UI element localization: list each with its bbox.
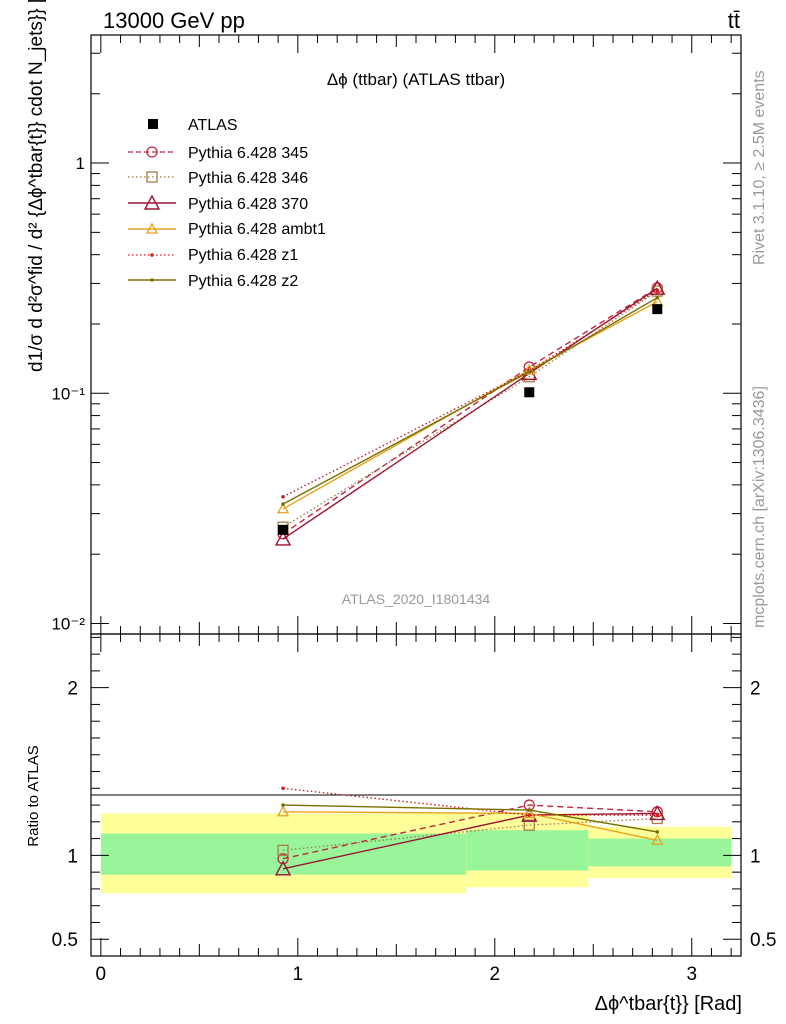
ratio-uncertainty-bands bbox=[100, 813, 732, 894]
legend-marker-atlas bbox=[148, 119, 158, 129]
atlas-data-point-2 bbox=[652, 304, 663, 315]
ratio-y-tick-label-right-0: 0.5 bbox=[750, 930, 776, 951]
legend-entry-z1: Pythia 6.428 z1 bbox=[128, 247, 298, 264]
ratio-series-3-point-0 bbox=[276, 805, 290, 817]
legend-entry-atlas: ATLAS bbox=[148, 117, 238, 134]
main-plot-area bbox=[274, 279, 666, 546]
x-axis-label: Δϕ^tbar{t}} [Rad] bbox=[595, 993, 742, 1015]
ratio-series-4-point-0 bbox=[281, 786, 285, 791]
ratio-y-axis-label: Ratio to ATLAS bbox=[25, 745, 42, 846]
ratio-series-line-1 bbox=[282, 817, 658, 851]
header-energy-label: 13000 GeV pp bbox=[103, 8, 245, 33]
main-axes: 10⁻² 10⁻¹ 1 bbox=[51, 35, 741, 635]
ratio-series-3-point-2 bbox=[651, 833, 664, 845]
main-y-tick-label-2: 1 bbox=[76, 154, 85, 173]
legend-entry-z2: Pythia 6.428 z2 bbox=[128, 273, 298, 290]
legend-entry-346: Pythia 6.428 346 bbox=[128, 170, 308, 187]
rivet-version-label: Rivet 3.1.10, ≥ 2.5M events bbox=[751, 70, 768, 265]
ratio-series-4-point-2 bbox=[655, 813, 660, 817]
main-y-tick-label-0: 10⁻² bbox=[51, 614, 85, 633]
main-plot-title: Δϕ (ttbar) (ATLAS ttbar) bbox=[327, 70, 505, 89]
ratio-series-1-point-1 bbox=[523, 819, 535, 831]
legend-label-atlas: ATLAS bbox=[188, 117, 238, 134]
legend-marker-370 bbox=[143, 194, 161, 210]
main-y-axis-label: d1/σ d d²σ^fid / d² {Δϕ^tbar{t}} cdot N_… bbox=[26, 0, 47, 372]
header-process-label: tt̄ bbox=[728, 8, 740, 33]
analysis-watermark: ATLAS_2020_I1801434 bbox=[342, 591, 491, 607]
legend-entry-370: Pythia 6.428 370 bbox=[128, 194, 308, 213]
legend-entry-ambt1: Pythia 6.428 ambt1 bbox=[128, 221, 326, 238]
ratio-band-inner-2 bbox=[588, 838, 732, 867]
ratio-axes: 0.5 0.5 1 1 2 2 0 1 2 3 bbox=[52, 634, 776, 985]
x-tick-label-0: 0 bbox=[96, 964, 107, 985]
main-series-2-point-2 bbox=[649, 279, 666, 295]
ratio-y-tick-label-2: 2 bbox=[67, 679, 78, 700]
ratio-series-0-point-0 bbox=[277, 853, 289, 865]
legend-label-z1: Pythia 6.428 z1 bbox=[188, 247, 298, 264]
main-panel: 10⁻² 10⁻¹ 1 Δϕ (ttbar) (ATLAS ttbar) ATLAS… bbox=[26, 0, 742, 635]
atlas-data-point-1 bbox=[524, 387, 535, 398]
ratio-y-tick-label-right-1: 1 bbox=[750, 846, 761, 867]
main-series-line-4 bbox=[282, 289, 658, 498]
main-series-4-point-2 bbox=[655, 288, 660, 293]
ratio-y-tick-label-0: 0.5 bbox=[52, 930, 78, 951]
ratio-series-5-point-2 bbox=[655, 830, 660, 834]
x-tick-label-2: 2 bbox=[489, 964, 500, 985]
main-series-5-point-0 bbox=[281, 502, 285, 506]
ratio-y-tick-label-1: 1 bbox=[67, 846, 78, 867]
main-series-5-point-1 bbox=[527, 369, 532, 374]
legend-marker-z1 bbox=[150, 253, 154, 257]
ratio-series-line-0 bbox=[282, 804, 658, 860]
ratio-series-2-point-2 bbox=[649, 804, 666, 821]
ratio-series-line-4 bbox=[282, 787, 658, 816]
ratio-series-5-point-0 bbox=[281, 803, 285, 807]
main-series-line-5 bbox=[282, 297, 658, 505]
ratio-series-4-point-1 bbox=[527, 813, 532, 817]
main-series-2-point-0 bbox=[274, 530, 292, 546]
ratio-series-3-point-1 bbox=[523, 807, 536, 819]
legend-entry-345: Pythia 6.428 345 bbox=[128, 145, 308, 162]
legend-label-346: Pythia 6.428 346 bbox=[188, 170, 308, 187]
ratio-y-tick-label-right-2: 2 bbox=[750, 679, 761, 700]
atlas-data-point-0 bbox=[278, 524, 289, 535]
ratio-panel: 0.5 0.5 1 1 2 2 0 1 2 3 Ratio to ATLAS Δϕ^tbar{t}… bbox=[25, 633, 776, 1015]
legend-marker-346 bbox=[146, 171, 158, 183]
ratio-band-inner-1 bbox=[466, 830, 589, 871]
legend-label-z2: Pythia 6.428 z2 bbox=[188, 273, 298, 290]
main-y-tick-label-1: 10⁻¹ bbox=[51, 384, 85, 403]
legend-label-ambt1: Pythia 6.428 ambt1 bbox=[188, 221, 326, 238]
main-series-line-1 bbox=[282, 290, 658, 528]
legend-marker-345 bbox=[146, 146, 158, 158]
main-series-4-point-0 bbox=[281, 495, 285, 499]
x-tick-label-1: 1 bbox=[293, 964, 304, 985]
legend-label-345: Pythia 6.428 345 bbox=[188, 145, 308, 162]
main-series-5-point-2 bbox=[655, 295, 660, 300]
legend: ATLAS Pythia 6.428 345 Pythia 6.428 346 … bbox=[128, 117, 326, 290]
mcplots-site-label: mcplots.cern.ch [arXiv:1306.3436] bbox=[751, 386, 768, 628]
legend-marker-z2 bbox=[150, 278, 154, 282]
legend-marker-ambt1 bbox=[145, 222, 159, 234]
main-series-line-3 bbox=[282, 301, 658, 510]
legend-label-370: Pythia 6.428 370 bbox=[188, 196, 308, 213]
ratio-plot-area bbox=[274, 786, 666, 876]
ratio-series-5-point-1 bbox=[527, 808, 532, 812]
x-tick-label-3: 3 bbox=[686, 964, 697, 985]
ratio-series-1-point-0 bbox=[277, 844, 289, 856]
main-series-3-point-0 bbox=[276, 502, 290, 514]
ratio-series-2-point-0 bbox=[274, 860, 292, 876]
